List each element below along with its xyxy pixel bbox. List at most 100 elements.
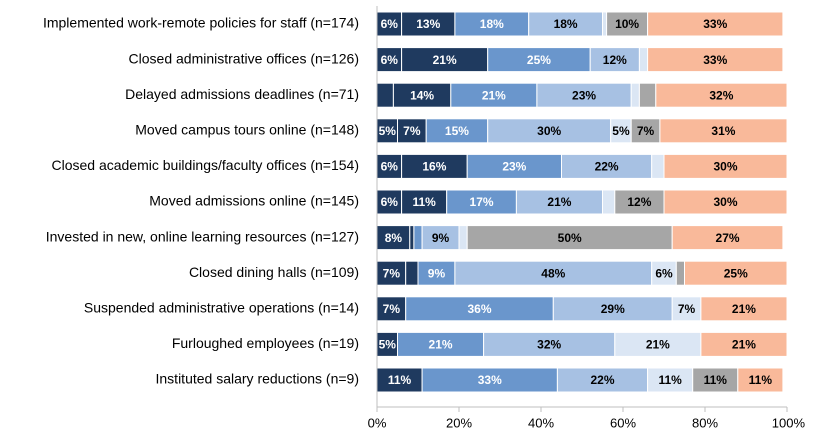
category-label: Instituted salary reductions (n=9) — [156, 371, 360, 387]
data-label: 12% — [627, 195, 651, 209]
data-label: 6% — [381, 160, 399, 174]
data-label: 21% — [429, 338, 453, 352]
bar-segment — [663, 153, 788, 179]
bar-segment — [397, 331, 485, 357]
x-tick-label: 60% — [610, 415, 636, 430]
category-label: Delayed admissions deadlines (n=71) — [125, 86, 359, 102]
data-label: 25% — [724, 266, 748, 280]
bar-segment — [376, 47, 403, 73]
data-label: 50% — [558, 231, 582, 245]
bar-segment — [536, 82, 632, 108]
data-label: 6% — [381, 53, 399, 67]
data-label: 33% — [703, 53, 727, 67]
bar-segment — [684, 260, 788, 286]
data-label: 5% — [612, 124, 630, 138]
bar-segment — [454, 260, 653, 286]
x-tick-label: 100% — [772, 415, 806, 430]
bar-rows: 6% 13% 18% 18% 10% 33% 6% 21% 25% 12% 33% 14% 21% 23%… — [376, 11, 788, 393]
bar-row: 14% 21% 23% 32% — [376, 82, 788, 108]
data-label: 9% — [428, 266, 446, 280]
bar-segment — [376, 189, 403, 215]
data-label: 7% — [403, 124, 421, 138]
bar-segment — [487, 47, 591, 73]
bar-segment — [602, 189, 616, 215]
data-label: 11% — [749, 373, 773, 387]
data-label: 7% — [383, 302, 401, 316]
bar-segment — [401, 47, 489, 73]
bar-segment — [446, 189, 517, 215]
data-label: 23% — [572, 88, 596, 102]
bar-segment — [671, 225, 784, 251]
bar-segment — [401, 11, 456, 37]
data-label: 16% — [422, 160, 446, 174]
data-label: 11% — [704, 373, 728, 387]
data-label: 18% — [480, 17, 504, 31]
category-label: Closed academic buildings/faculty office… — [51, 157, 359, 173]
bar-segment — [556, 367, 649, 393]
bar-row: 5% 21% 32% 21% 21% — [376, 331, 788, 357]
bar-segment — [561, 153, 653, 179]
data-label: 18% — [554, 17, 578, 31]
bar-segment — [737, 367, 784, 393]
data-label: 36% — [467, 302, 491, 316]
category-label: Closed dining halls (n=109) — [189, 264, 359, 280]
bar-segment — [614, 331, 702, 357]
bar-row: 6% 11% 17% 21% 12% 30% — [376, 189, 788, 215]
bar-segment — [425, 118, 489, 144]
bar-segment — [630, 82, 640, 108]
bar-segment — [515, 189, 604, 215]
x-tick-label: 40% — [528, 415, 554, 430]
data-label: 21% — [646, 338, 670, 352]
data-label: 7% — [637, 124, 655, 138]
data-label: 13% — [416, 17, 440, 31]
category-labels: Implemented work-remote policies for sta… — [43, 15, 359, 387]
bar-segment — [602, 11, 608, 37]
data-label: 6% — [655, 266, 673, 280]
data-label: 12% — [603, 53, 627, 67]
bar-segment — [458, 225, 468, 251]
data-label: 22% — [590, 373, 614, 387]
data-label: 11% — [658, 373, 682, 387]
data-label: 5% — [379, 338, 397, 352]
bar-segment — [700, 296, 788, 322]
data-label: 6% — [381, 17, 399, 31]
category-label: Suspended administrative operations (n=1… — [84, 300, 359, 316]
bar-segment — [647, 367, 694, 393]
bar-segment — [659, 118, 788, 144]
bar-segment — [392, 82, 452, 108]
bar-segment — [405, 296, 554, 322]
data-label: 32% — [709, 88, 733, 102]
data-label: 23% — [502, 160, 526, 174]
bar-segment — [409, 225, 415, 251]
data-label: 22% — [595, 160, 619, 174]
bar-segment — [450, 82, 538, 108]
data-label: 11% — [412, 195, 436, 209]
bar-segment — [397, 118, 427, 144]
bar-segment — [614, 189, 665, 215]
data-label: 32% — [537, 338, 561, 352]
bar-row: 6% 21% 25% 12% 33% — [376, 47, 784, 73]
data-label: 8% — [385, 231, 403, 245]
bar-segment — [483, 331, 616, 357]
bar-segment — [421, 225, 460, 251]
x-axis: 0% 20% 40% 60% 80% 100% — [368, 6, 806, 430]
bar-row: 6% 13% 18% 18% 10% 33% — [376, 11, 784, 37]
bar-segment — [487, 118, 612, 144]
data-label: 15% — [445, 124, 469, 138]
data-label: 30% — [713, 160, 737, 174]
data-label: 6% — [381, 195, 399, 209]
data-label: 25% — [527, 53, 551, 67]
bar-segment — [651, 153, 665, 179]
data-label: 21% — [433, 53, 457, 67]
data-label: 33% — [703, 17, 727, 31]
bar-segment — [638, 82, 657, 108]
data-label: 7% — [383, 266, 401, 280]
x-tick-label: 0% — [368, 415, 387, 430]
bar-row: 6% 16% 23% 22% 30% — [376, 153, 788, 179]
data-label: 31% — [711, 124, 735, 138]
bar-segment — [655, 82, 788, 108]
data-label: 21% — [482, 88, 506, 102]
data-label: 21% — [732, 338, 756, 352]
bar-row: 11% 33% 22% 11% 11% 11% — [376, 367, 784, 393]
